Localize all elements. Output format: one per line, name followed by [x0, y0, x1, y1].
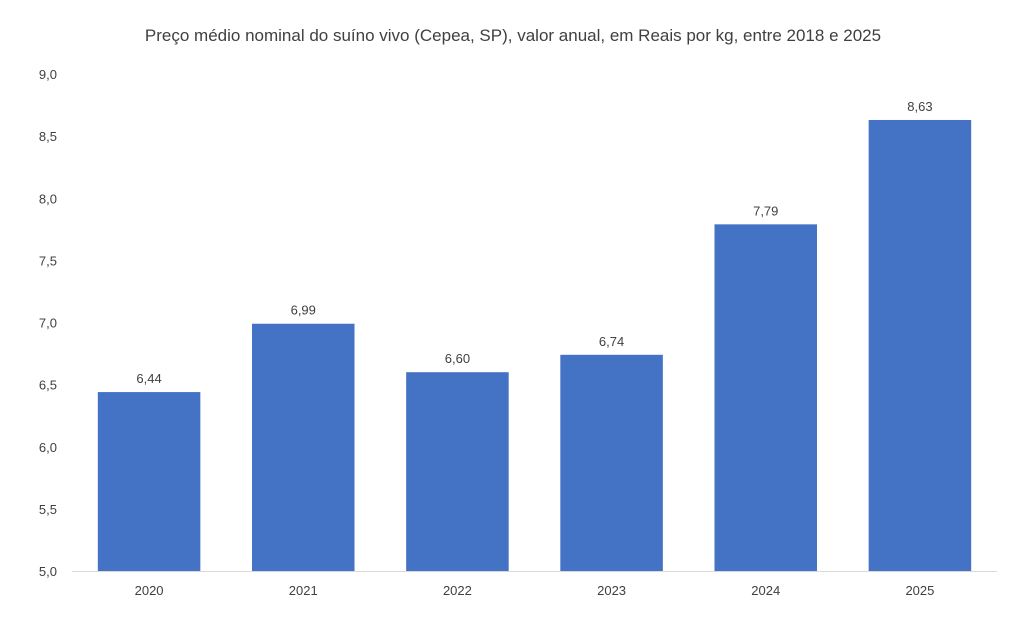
- bar: [868, 119, 972, 571]
- data-label: 6,44: [136, 371, 161, 386]
- bars: [97, 119, 972, 571]
- y-tick-label: 9,0: [39, 67, 57, 82]
- y-tick-label: 6,0: [39, 440, 57, 455]
- data-label: 6,99: [291, 303, 316, 318]
- y-axis-ticks: 5,0 5,5 6,0 6,5 7,0 7,5 8,0 8,5 9,0: [39, 67, 57, 579]
- bar: [251, 323, 355, 571]
- y-tick-label: 6,5: [39, 378, 57, 393]
- y-tick-label: 7,0: [39, 316, 57, 331]
- x-tick-label: 2024: [751, 583, 780, 598]
- y-tick-label: 5,0: [39, 564, 57, 579]
- x-tick-label: 2020: [135, 583, 164, 598]
- data-labels: 6,44 6,99 6,60 6,74 7,79 8,63: [136, 99, 932, 386]
- x-tick-label: 2025: [905, 583, 934, 598]
- data-label: 6,74: [599, 334, 624, 349]
- y-tick-label: 8,5: [39, 129, 57, 144]
- y-tick-label: 7,5: [39, 253, 57, 268]
- data-label: 6,60: [445, 351, 470, 366]
- y-tick-label: 5,5: [39, 502, 57, 517]
- x-tick-label: 2023: [597, 583, 626, 598]
- bar: [714, 224, 818, 571]
- bar: [406, 372, 509, 571]
- bar: [97, 392, 201, 571]
- x-axis-ticks: 2020 2021 2022 2023 2024 2025: [135, 583, 935, 598]
- data-label: 8,63: [907, 99, 932, 114]
- x-tick-label: 2021: [289, 583, 318, 598]
- bar: [560, 354, 663, 571]
- x-tick-label: 2022: [443, 583, 472, 598]
- chart-title: Preço médio nominal do suíno vivo (Cepea…: [145, 26, 881, 45]
- data-label: 7,79: [753, 203, 778, 218]
- y-tick-label: 8,0: [39, 191, 57, 206]
